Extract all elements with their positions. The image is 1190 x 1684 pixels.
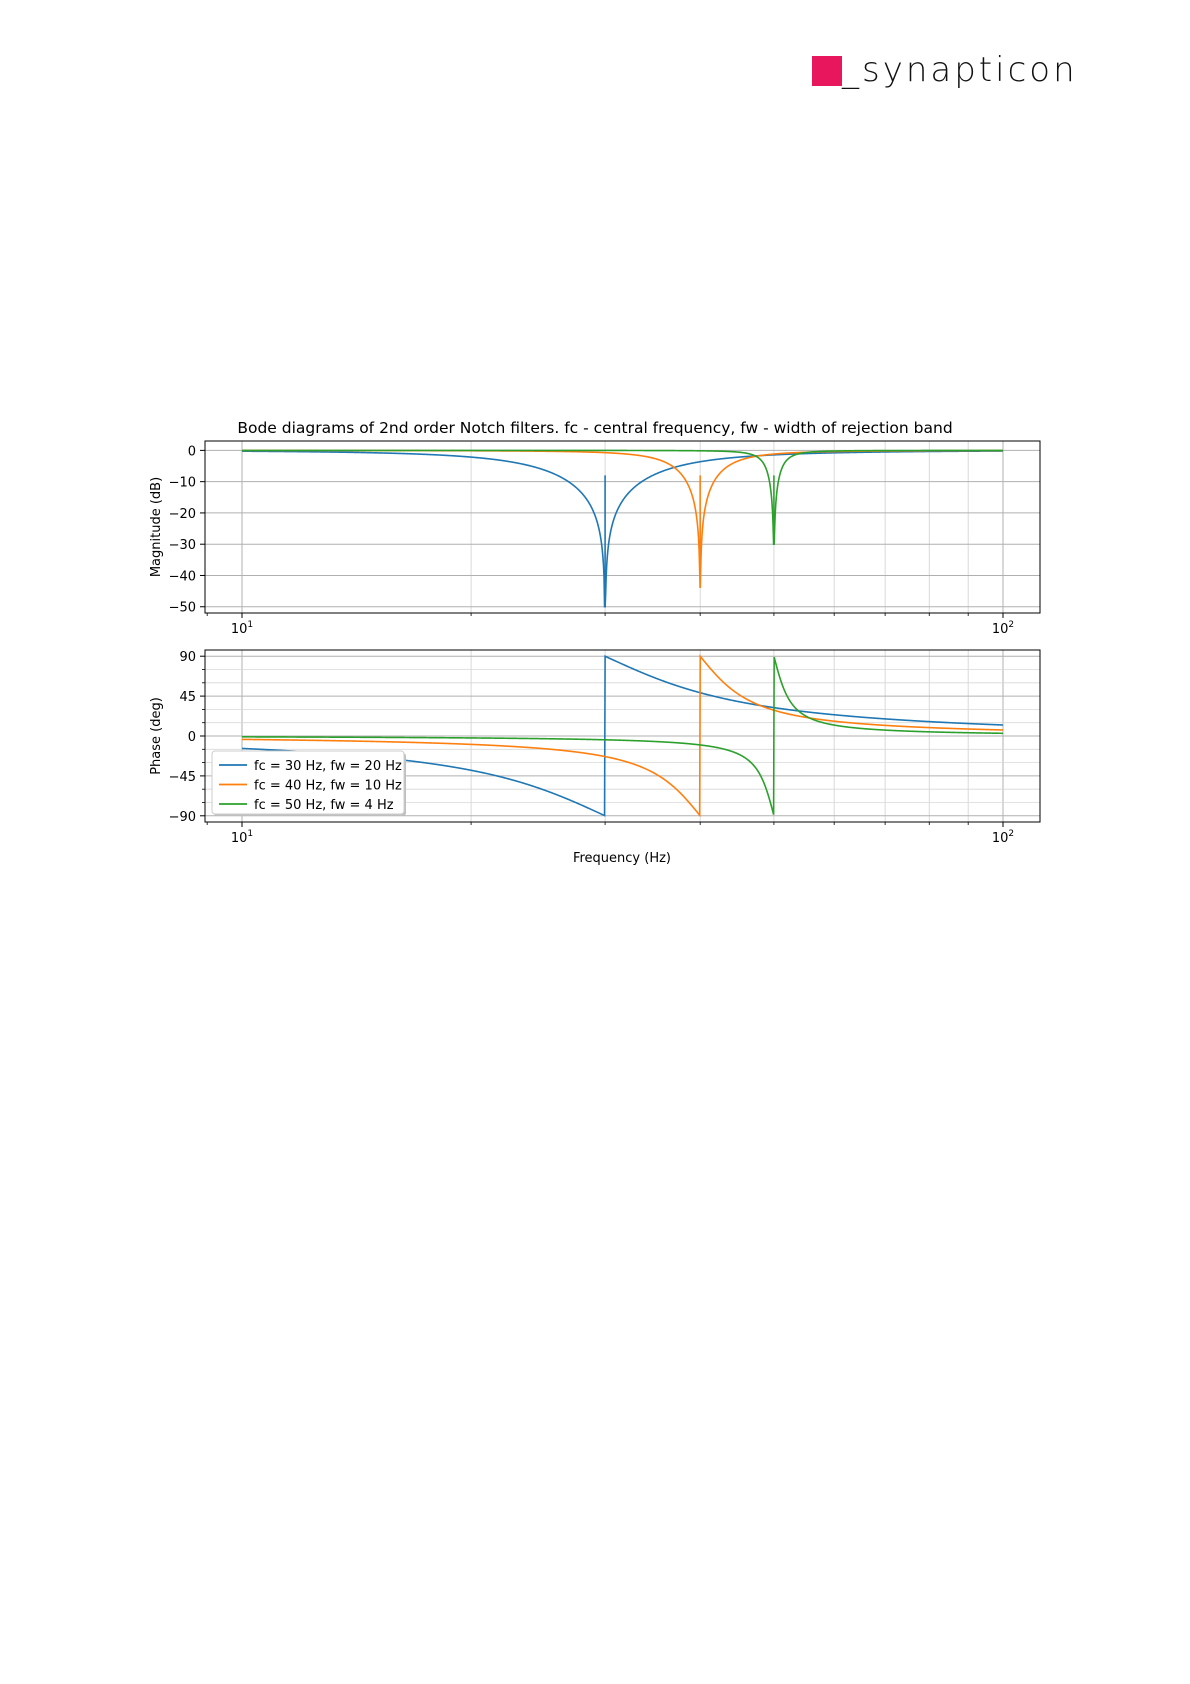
y-tick-label: −90	[169, 810, 196, 825]
y-tick-label: −10	[169, 476, 196, 491]
y-tick-label: 0	[188, 444, 196, 459]
phase-line-40	[241, 654, 1004, 818]
x-tick-label: 102	[992, 829, 1014, 846]
y-tick-label: 0	[188, 730, 196, 745]
chart-panel-magnitude: 0 −10 −20 −30 −40 −50 101 102 Magnitude (dB) Bode…	[149, 419, 1041, 637]
magnitude-line-40	[242, 449, 1003, 589]
magnitude-line-30	[242, 450, 1003, 608]
y-tick-label: −40	[169, 569, 196, 584]
x-tick-label: 102	[992, 620, 1014, 637]
axes-frame	[204, 440, 1041, 614]
y-tick-label: −20	[169, 507, 196, 522]
legend-box	[211, 750, 405, 815]
x-axis-label: Frequency (Hz)	[573, 851, 671, 866]
chart-title: Bode diagrams of 2nd order Notch filters…	[237, 419, 952, 437]
legend-label: fc = 50 Hz, fw = 4 Hz	[254, 798, 394, 813]
y-tick-label: −45	[169, 770, 196, 785]
y-tick-label: −50	[169, 601, 196, 616]
phase-line-50	[242, 656, 1003, 815]
y-tick-label: −30	[169, 538, 196, 553]
logo-text: _synapticon	[842, 50, 1078, 90]
y-tick-label: 45	[179, 690, 196, 705]
legend-label: fc = 40 Hz, fw = 10 Hz	[254, 779, 402, 794]
y-axis-label: Magnitude (dB)	[149, 477, 164, 577]
y-axis-label: Phase (deg)	[149, 697, 164, 775]
y-tick-label: 90	[179, 650, 196, 665]
x-tick-label: 101	[231, 620, 253, 637]
chart-panel-phase: 90 45 0 −45 −90 101 102 Phase (deg) Frequency (H…	[149, 649, 1041, 866]
logo-square-icon	[812, 56, 842, 86]
x-tick-label: 101	[231, 829, 253, 846]
axes-frame	[204, 649, 1041, 823]
synapticon-logo: _synapticon	[812, 50, 1080, 90]
legend-label: fc = 30 Hz, fw = 20 Hz	[254, 759, 402, 774]
magnitude-line-50	[242, 449, 1003, 545]
legend: fc = 30 Hz, fw = 20 Hz fc = 40 Hz, fw = 1…	[211, 750, 406, 816]
